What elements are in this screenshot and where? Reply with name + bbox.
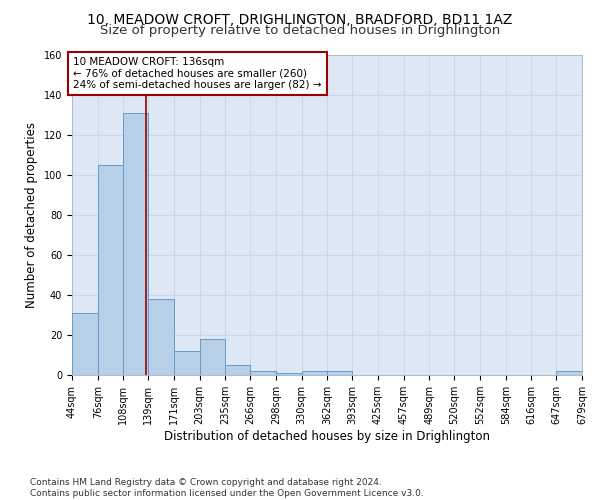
Text: Contains HM Land Registry data © Crown copyright and database right 2024.
Contai: Contains HM Land Registry data © Crown c… bbox=[30, 478, 424, 498]
Text: 10, MEADOW CROFT, DRIGHLINGTON, BRADFORD, BD11 1AZ: 10, MEADOW CROFT, DRIGHLINGTON, BRADFORD… bbox=[88, 12, 512, 26]
Bar bbox=[556, 371, 582, 375]
Bar bbox=[200, 339, 226, 375]
Text: 10 MEADOW CROFT: 136sqm
← 76% of detached houses are smaller (260)
24% of semi-d: 10 MEADOW CROFT: 136sqm ← 76% of detache… bbox=[73, 57, 322, 90]
Y-axis label: Number of detached properties: Number of detached properties bbox=[25, 122, 38, 308]
X-axis label: Distribution of detached houses by size in Drighlington: Distribution of detached houses by size … bbox=[164, 430, 490, 443]
Bar bbox=[276, 373, 302, 375]
Bar bbox=[226, 365, 250, 375]
Bar bbox=[72, 313, 98, 375]
Bar bbox=[174, 351, 200, 375]
Bar bbox=[328, 371, 352, 375]
Bar bbox=[302, 371, 328, 375]
Bar bbox=[124, 113, 148, 375]
Bar bbox=[148, 299, 174, 375]
Bar bbox=[98, 165, 124, 375]
Bar bbox=[250, 371, 276, 375]
Text: Size of property relative to detached houses in Drighlington: Size of property relative to detached ho… bbox=[100, 24, 500, 37]
